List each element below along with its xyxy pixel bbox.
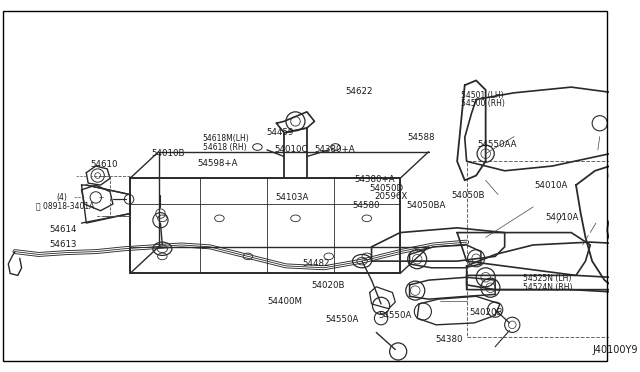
Text: 54482: 54482 — [302, 259, 330, 267]
Text: 54050B: 54050B — [451, 192, 484, 201]
Text: 54010B: 54010B — [152, 149, 185, 158]
Text: 54050D: 54050D — [369, 184, 404, 193]
Text: 54020B: 54020B — [469, 308, 503, 317]
Bar — [467, 161, 640, 337]
Text: 54103A: 54103A — [276, 193, 309, 202]
Text: 54618 (RH): 54618 (RH) — [203, 142, 246, 151]
Text: 54010C: 54010C — [275, 145, 308, 154]
Text: 54501 (LH): 54501 (LH) — [461, 91, 504, 100]
Text: 54550AA: 54550AA — [478, 140, 517, 149]
Text: (4): (4) — [57, 193, 68, 202]
Text: 54380+A: 54380+A — [355, 175, 396, 184]
Text: J40100Y9: J40100Y9 — [592, 344, 637, 355]
Text: 54050BA: 54050BA — [406, 201, 445, 209]
Text: 54459: 54459 — [266, 128, 293, 137]
Text: 54614: 54614 — [49, 225, 77, 234]
Text: 54020B: 54020B — [311, 281, 344, 290]
Text: 54622: 54622 — [346, 87, 373, 96]
Text: 20596X: 20596X — [374, 192, 408, 201]
Text: 54010A: 54010A — [545, 213, 579, 222]
Text: 54380+A: 54380+A — [315, 145, 355, 154]
Text: 54598+A: 54598+A — [197, 159, 238, 168]
Text: 54010A: 54010A — [534, 181, 568, 190]
Text: 54550A: 54550A — [325, 315, 358, 324]
Text: 54525N (LH): 54525N (LH) — [523, 274, 572, 283]
Text: 54610: 54610 — [91, 160, 118, 169]
Text: 54500 (RH): 54500 (RH) — [461, 99, 505, 108]
Text: 54588: 54588 — [407, 134, 435, 142]
Text: ⑙ 08918-3401A: ⑙ 08918-3401A — [36, 201, 94, 210]
Text: 54580: 54580 — [353, 201, 380, 209]
Text: 54400M: 54400M — [268, 297, 302, 306]
Text: 54550A: 54550A — [379, 311, 412, 320]
Text: 54613: 54613 — [49, 240, 77, 249]
Text: 54524N (RH): 54524N (RH) — [523, 283, 572, 292]
Text: 54618M(LH): 54618M(LH) — [203, 134, 250, 143]
Text: 54380: 54380 — [436, 336, 463, 344]
